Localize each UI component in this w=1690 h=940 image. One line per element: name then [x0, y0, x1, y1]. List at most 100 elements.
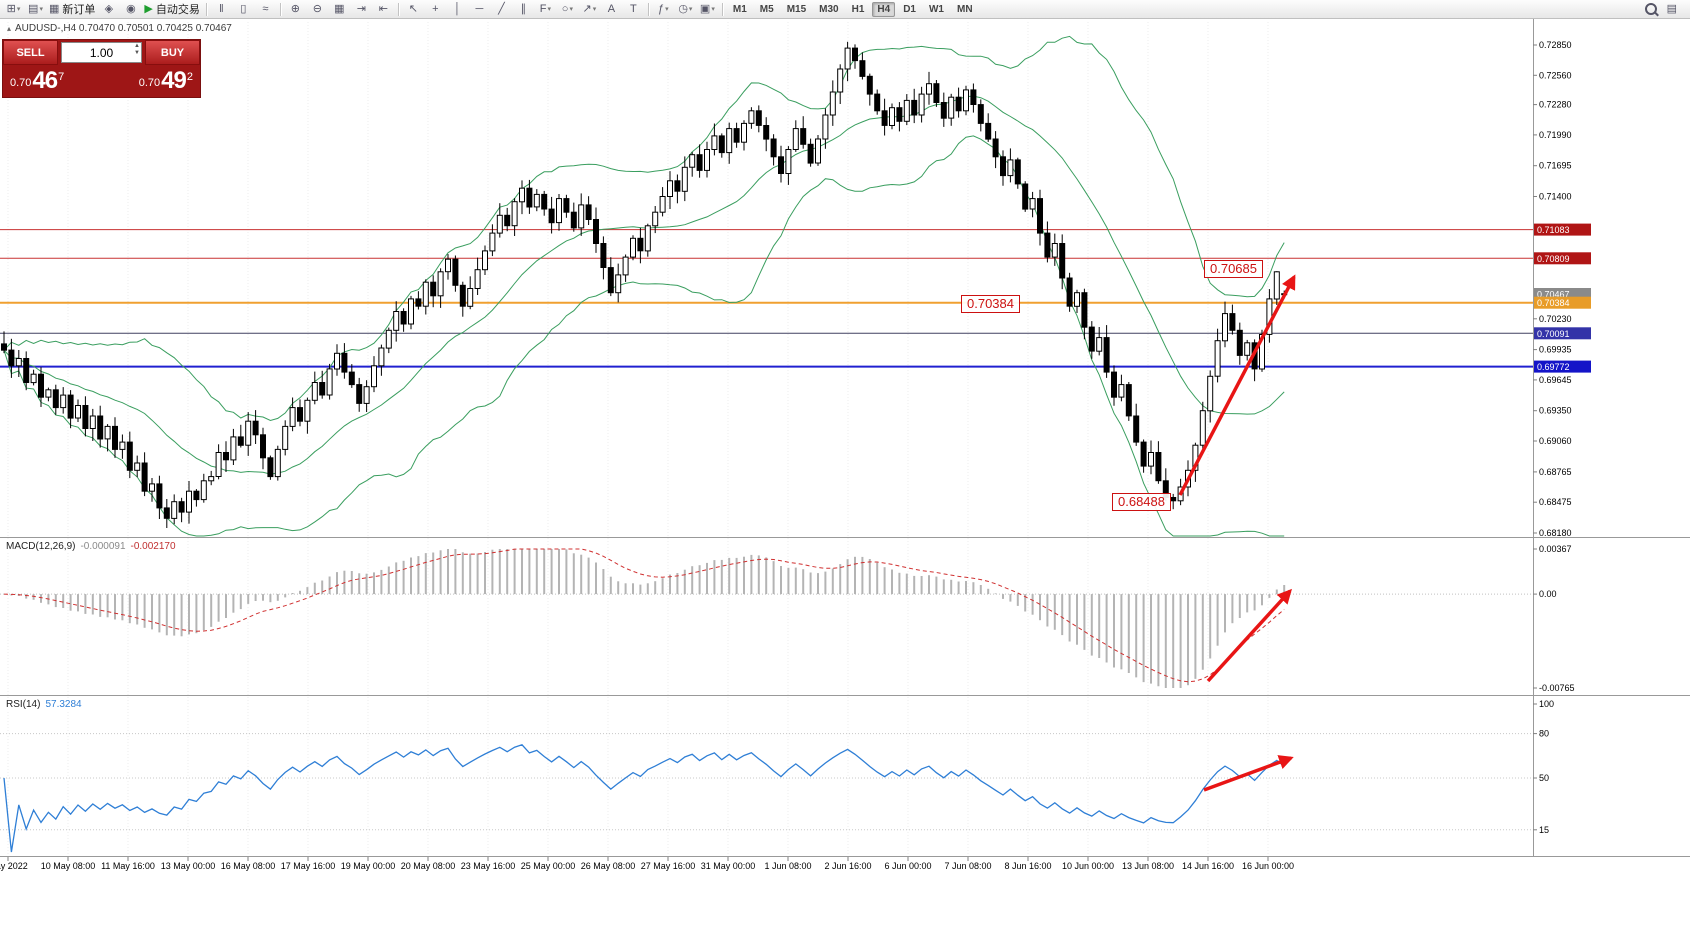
timeframe-m15-button[interactable]: M15: [786, 3, 807, 15]
candles-layer[interactable]: [1, 41, 1288, 528]
toolbar-separator: [397, 2, 399, 16]
spinner-down-icon[interactable]: ▼: [134, 50, 140, 56]
search-icon[interactable]: [1644, 3, 1657, 15]
equidistant-channel-button[interactable]: ∥: [513, 1, 534, 17]
svg-text:May 2022: May 2022: [0, 861, 28, 871]
svg-text:10 Jun 00:00: 10 Jun 00:00: [1062, 861, 1114, 871]
text-label-button[interactable]: T: [623, 1, 644, 17]
zoom-in-button[interactable]: ⊕: [285, 1, 306, 17]
text-tool-button[interactable]: A: [601, 1, 622, 17]
timeframe-d1-button[interactable]: D1: [903, 3, 916, 15]
dropdown-arrow-icon: ▾: [39, 6, 43, 13]
bar-chart-button[interactable]: ‖: [211, 1, 232, 17]
timeframe-m1-button[interactable]: M1: [732, 3, 747, 15]
new-order-button[interactable]: ▦ 新订单: [47, 1, 97, 17]
candlestick-chart-button[interactable]: ▯: [233, 1, 254, 17]
svg-text:0.70809: 0.70809: [1537, 254, 1570, 264]
buy-button[interactable]: BUY: [145, 40, 200, 65]
svg-text:20 May 08:00: 20 May 08:00: [401, 861, 456, 871]
horizontal-line-icon: ─: [475, 3, 484, 15]
chart-shift-button[interactable]: ⇤: [373, 1, 394, 17]
one-click-top-row: SELL 1.00 ▲ ▼ BUY: [3, 40, 200, 65]
macd-label: MACD(12,26,9): [6, 541, 76, 552]
bollinger-bands: [3, 35, 1285, 537]
timeframe-w1-button[interactable]: W1: [928, 3, 944, 15]
arrows-tool-button[interactable]: ↗ ▾: [579, 1, 600, 17]
indicators-button[interactable]: ƒ ▾: [653, 1, 674, 17]
dropdown-arrow-icon: ▾: [592, 6, 597, 13]
sell-price-sup: 7: [58, 71, 65, 83]
svg-text:0.69350: 0.69350: [1539, 406, 1572, 416]
dropdown-arrow-icon: ▾: [688, 6, 693, 13]
metaeditor-button[interactable]: ◈: [98, 1, 119, 17]
lot-size-value: 1.00: [89, 45, 114, 60]
svg-text:25 May 00:00: 25 May 00:00: [521, 861, 576, 871]
line-chart-button[interactable]: ≈: [255, 1, 276, 17]
tile-windows-button[interactable]: ▦: [329, 1, 350, 17]
autotrading-button[interactable]: ▶ 自动交易: [142, 1, 201, 17]
docs-icon[interactable]: ▤: [1666, 3, 1677, 15]
crosshair-button[interactable]: +: [425, 1, 446, 17]
svg-text:50: 50: [1539, 773, 1549, 783]
macd-indicator-header: MACD(12,26,9) -0.000091 -0.002170: [4, 541, 178, 552]
svg-text:0.70230: 0.70230: [1539, 314, 1572, 324]
sell-price[interactable]: 0.70 46 7: [10, 69, 64, 93]
spinner-up-icon[interactable]: ▲: [134, 43, 140, 49]
timeframe-h4-button[interactable]: H4: [872, 1, 896, 17]
cursor-icon: ↖: [408, 3, 418, 15]
timeframe-m5-button[interactable]: M5: [759, 3, 774, 15]
dropdown-arrow-icon: ▾: [711, 6, 715, 13]
new-order-icon: ▦: [49, 3, 60, 15]
alerts-icon: ◉: [126, 3, 136, 15]
svg-text:0.70384: 0.70384: [1537, 298, 1570, 308]
macd-main-value: -0.000091: [80, 541, 126, 552]
symbol-ohlc-header: ▴ AUDUSD-,H4 0.70470 0.70501 0.70425 0.70…: [7, 23, 232, 34]
chart-shift-icon: ⇤: [378, 3, 388, 15]
dropdown-arrow-icon: ▾: [665, 6, 669, 13]
symbol-ohlc-text: AUDUSD-,H4 0.70470 0.70501 0.70425 0.704…: [15, 23, 232, 34]
buy-price[interactable]: 0.70 49 2: [139, 69, 193, 93]
timeframe-m30-button[interactable]: M30: [819, 3, 839, 15]
toolbar-separator: [279, 2, 281, 16]
svg-text:80: 80: [1539, 729, 1549, 739]
svg-text:0.68765: 0.68765: [1539, 467, 1572, 477]
svg-text:0.71083: 0.71083: [1537, 225, 1570, 235]
fibonacci-button[interactable]: F ▾: [535, 1, 556, 17]
price-annotation-68488[interactable]: 0.68488: [1112, 493, 1171, 511]
periods-icon: ◷: [678, 3, 688, 15]
toolbar-separator: [205, 2, 207, 16]
trend-arrows[interactable]: [1178, 274, 1296, 792]
new-chart-button[interactable]: ⊞ ▾: [3, 1, 24, 17]
svg-text:14 Jun 16:00: 14 Jun 16:00: [1182, 861, 1234, 871]
price-annotation-70685[interactable]: 0.70685: [1204, 260, 1263, 278]
timeframe-mn-button[interactable]: MN: [956, 3, 973, 15]
buy-price-big: 49: [161, 67, 187, 94]
cursor-button[interactable]: ↖: [403, 1, 424, 17]
one-click-collapse-icon[interactable]: ▴: [7, 24, 12, 33]
templates-button[interactable]: ▣ ▾: [697, 1, 718, 17]
auto-scroll-button[interactable]: ⇥: [351, 1, 372, 17]
trendline-button[interactable]: ╱: [491, 1, 512, 17]
lot-spinner[interactable]: ▲ ▼: [134, 43, 140, 57]
periods-button[interactable]: ◷ ▾: [675, 1, 696, 17]
sell-button[interactable]: SELL: [3, 40, 58, 65]
svg-text:7 Jun 08:00: 7 Jun 08:00: [944, 861, 991, 871]
alerts-button[interactable]: ◉: [120, 1, 141, 17]
svg-text:0.72560: 0.72560: [1539, 70, 1572, 80]
macd-signal-value: -0.002170: [130, 541, 176, 552]
profiles-button[interactable]: ▤ ▾: [25, 1, 46, 17]
timeframe-h1-button[interactable]: H1: [851, 3, 865, 15]
fibonacci-icon: F: [539, 3, 547, 15]
svg-text:16 May 08:00: 16 May 08:00: [221, 861, 276, 871]
dropdown-arrow-icon: ▾: [547, 6, 551, 13]
zoom-out-button[interactable]: ⊖: [307, 1, 328, 17]
rsi-value: 57.3284: [45, 699, 82, 710]
shapes-button[interactable]: ○ ▾: [557, 1, 578, 17]
vertical-line-button[interactable]: │: [447, 1, 468, 17]
horizontal-line-button[interactable]: ─: [469, 1, 490, 17]
svg-text:19 May 00:00: 19 May 00:00: [341, 861, 396, 871]
lot-size-input[interactable]: 1.00 ▲ ▼: [61, 42, 142, 63]
price-annotation-70384[interactable]: 0.70384: [961, 295, 1020, 313]
